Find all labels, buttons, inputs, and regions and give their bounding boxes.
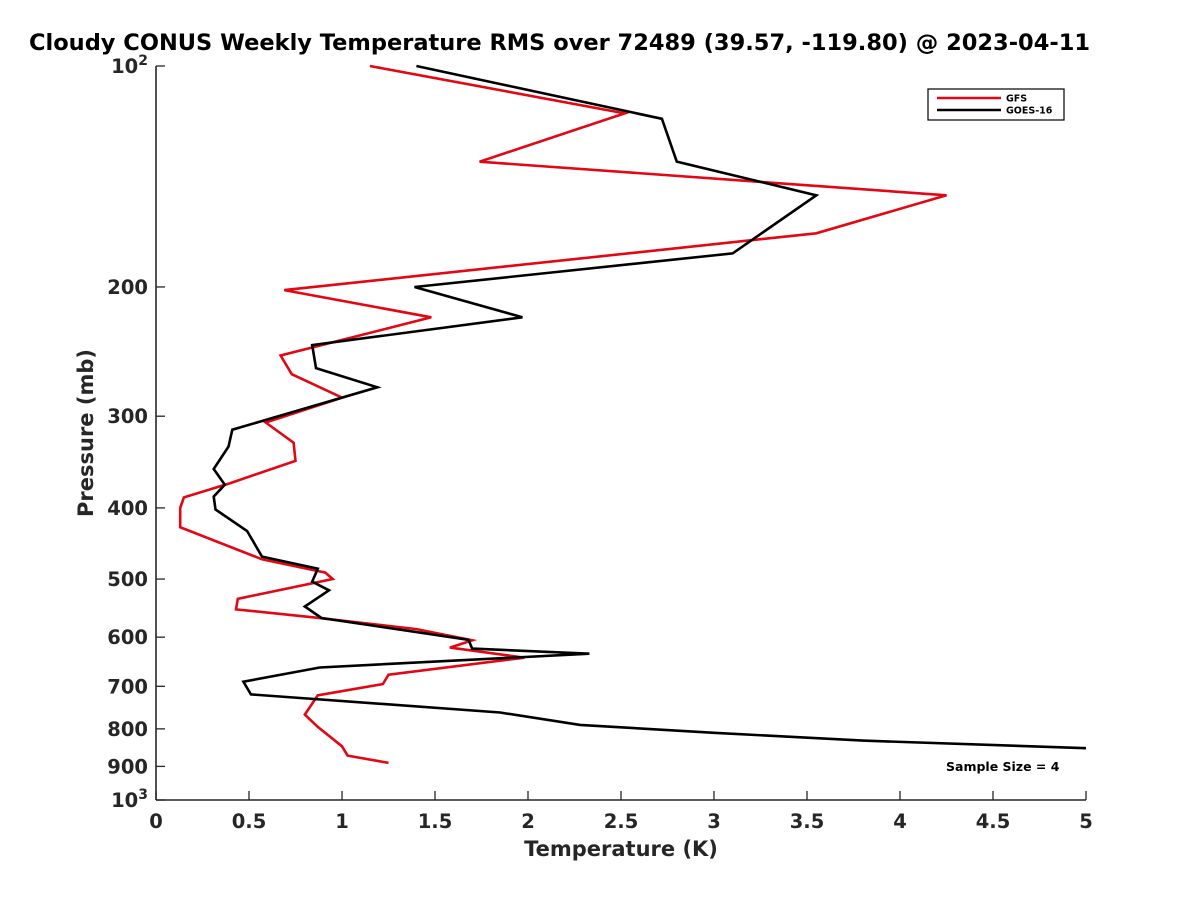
axes [155, 66, 1086, 801]
x-tick-label: 3 [707, 810, 721, 833]
x-tick-label: 2.5 [604, 810, 639, 833]
x-tick-label: 1 [335, 810, 349, 833]
x-tick-label: 5 [1079, 810, 1093, 833]
x-tick-label: 4 [893, 810, 907, 833]
y-tick-label-base: 10 [111, 789, 138, 812]
y-tick-label: 300 [107, 405, 148, 428]
y-tick-label: 600 [107, 626, 148, 649]
y-tick-label: 700 [107, 675, 148, 698]
y-tick-label: 103 [111, 787, 148, 812]
legend: GFS GOES-16 [927, 88, 1065, 121]
y-tick-label: 900 [107, 755, 148, 778]
series-line-goes16 [212, 64, 1087, 750]
y-tick-label: 400 [107, 497, 148, 520]
legend-label-gfs: GFS [1006, 94, 1027, 105]
chart-title: Cloudy CONUS Weekly Temperature RMS over… [0, 30, 1200, 62]
x-tick-label: 2 [521, 810, 535, 833]
x-axis-label: Temperature (K) [524, 837, 718, 861]
y-tick-label: 800 [107, 718, 148, 741]
tick-marks: 0 0.5 1 1.5 2 2.5 3 3.5 4 4.5 51022003004005006007… [107, 53, 1093, 833]
x-tick-label: 3.5 [790, 810, 825, 833]
legend-box [927, 88, 1065, 121]
y-tick-label-exponent: 2 [138, 53, 148, 69]
chart-title-text: Cloudy CONUS Weekly Temperature RMS over… [29, 30, 1091, 56]
y-tick-label-base: 10 [111, 55, 138, 78]
y-tick-label: 102 [111, 53, 148, 78]
legend-label-goes16: GOES-16 [1006, 106, 1053, 117]
x-tick-label: 0 [149, 810, 163, 833]
x-tick-label: 4.5 [976, 810, 1011, 833]
y-tick-label: 200 [107, 276, 148, 299]
sample-size-annotation: Sample Size = 4 [946, 759, 1060, 774]
y-axis-label: Pressure (mb) [74, 349, 98, 517]
y-tick-label-exponent: 3 [138, 787, 148, 803]
x-tick-label: 0.5 [232, 810, 267, 833]
y-tick-label: 500 [107, 568, 148, 591]
x-tick-label: 1.5 [418, 810, 453, 833]
series-lines [178, 64, 1087, 765]
series-line-gfs [178, 64, 947, 765]
